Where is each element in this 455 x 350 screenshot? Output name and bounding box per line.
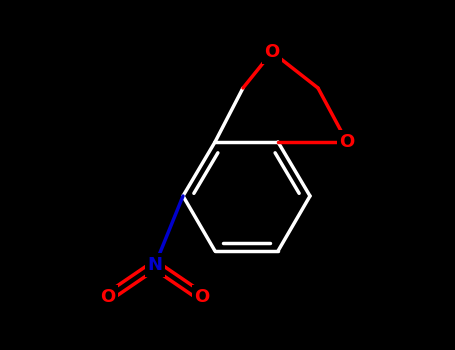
Text: N: N xyxy=(147,256,162,274)
Text: O: O xyxy=(264,43,280,61)
Text: O: O xyxy=(339,133,354,151)
Text: O: O xyxy=(101,288,116,306)
Text: O: O xyxy=(194,288,210,306)
